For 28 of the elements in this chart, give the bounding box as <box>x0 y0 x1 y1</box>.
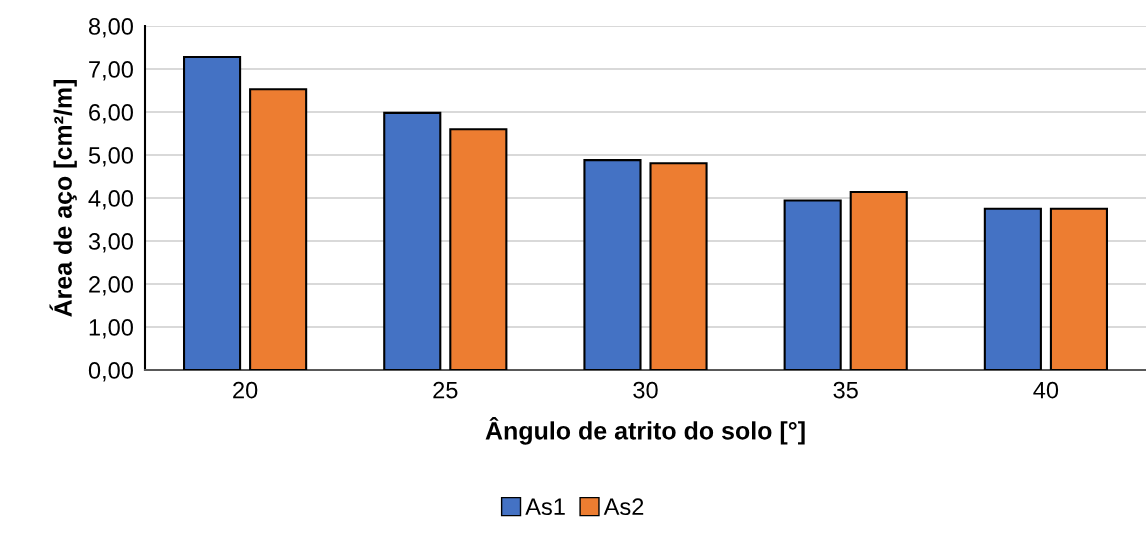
y-tick-label: 4,00 <box>88 190 133 210</box>
x-tick-label: 40 <box>1033 381 1059 399</box>
y-tick-label: 7,00 <box>89 61 133 81</box>
bar <box>849 190 908 370</box>
bar <box>183 55 242 370</box>
x-tick-label: 30 <box>633 381 658 399</box>
bar <box>249 88 308 370</box>
x-axis-title: Ângulo de atrito do solo [°] <box>485 417 805 445</box>
y-tick-label: 3,00 <box>88 233 133 253</box>
bar <box>383 111 442 370</box>
y-tick-label: 8,00 <box>88 18 133 38</box>
y-tick-label: 0,00 <box>88 362 133 382</box>
bar <box>583 159 642 370</box>
y-tick-label: 1,00 <box>89 319 133 339</box>
y-tick-label: 6,00 <box>89 104 133 124</box>
x-tick-label: 35 <box>833 381 858 399</box>
bar <box>649 162 708 370</box>
legend-label: As1 <box>525 498 565 516</box>
bar <box>449 128 508 370</box>
bar <box>983 207 1042 370</box>
x-tick-label: 20 <box>233 381 258 399</box>
y-tick-label: 5,00 <box>88 147 133 167</box>
y-tick-label: 2,00 <box>89 276 133 296</box>
legend-label: As2 <box>603 498 644 516</box>
bar <box>783 199 842 370</box>
x-tick-label: 25 <box>433 381 458 399</box>
y-axis-title: Área de aço [cm²/m] <box>49 79 77 317</box>
bar <box>1049 207 1108 370</box>
